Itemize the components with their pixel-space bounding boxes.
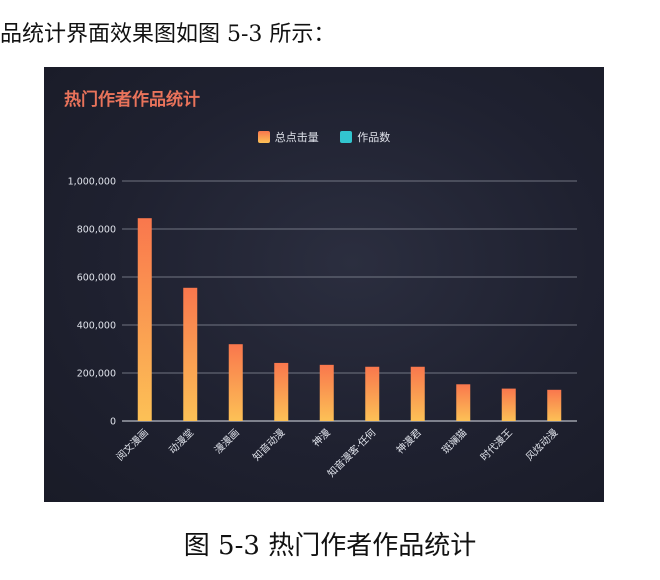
legend-label-works: 作品数	[357, 131, 391, 144]
legend-swatch-clicks	[257, 131, 270, 143]
x-tick-label: 漫漫画	[212, 427, 242, 457]
x-tick-label: 神漫	[310, 426, 333, 449]
legend-label-clicks: 总点击量	[274, 131, 319, 144]
x-tick-label: 知音动漫	[250, 426, 287, 463]
legend-swatch-works	[340, 131, 353, 143]
bar[interactable]	[456, 384, 471, 421]
legend-item-works[interactable]: 作品数	[340, 129, 390, 145]
bar-chart-plot: 0 200,000 400,000 600,000 800,000 1,000,000 阅文…	[68, 177, 577, 480]
x-tick-label: 神漫君	[393, 426, 423, 456]
x-tick-label: 时代漫王	[478, 427, 515, 464]
chart-legend: 总点击量 作品数	[44, 129, 604, 146]
bar[interactable]	[319, 364, 334, 421]
bar[interactable]	[228, 344, 243, 421]
bar[interactable]	[501, 388, 516, 421]
y-tick-label: 200,000	[77, 369, 116, 380]
y-tick-label: 1,000,000	[68, 177, 116, 188]
y-tick-label: 0	[110, 417, 116, 428]
bar[interactable]	[137, 218, 152, 421]
y-tick-label: 400,000	[77, 321, 116, 332]
x-tick-label: 动漫堂	[167, 427, 197, 457]
x-tick-label: 风炫动漫	[523, 426, 560, 463]
chart-title: 热门作者作品统计	[64, 90, 200, 110]
chart-panel: 热门作者作品统计 总点击量 作品数 0 200,000 400,000 600,000…	[44, 67, 604, 502]
bar[interactable]	[274, 362, 289, 421]
bar[interactable]	[183, 287, 198, 421]
x-tick-label: 知音漫客·任何	[324, 426, 378, 480]
y-tick-label: 800,000	[77, 225, 116, 236]
x-tick-label: 斑斓猫	[439, 426, 469, 456]
bar[interactable]	[547, 389, 562, 421]
legend-item-clicks[interactable]: 总点击量	[257, 129, 319, 145]
intro-text: 品统计界面效果图如图 5-3 所示：	[0, 22, 336, 47]
y-tick-label: 600,000	[77, 273, 116, 284]
bar[interactable]	[365, 366, 380, 421]
figure-caption: 图 5-3 热门作者作品统计	[183, 531, 477, 561]
bar[interactable]	[410, 366, 425, 421]
x-tick-label: 阅文漫画	[113, 426, 150, 463]
